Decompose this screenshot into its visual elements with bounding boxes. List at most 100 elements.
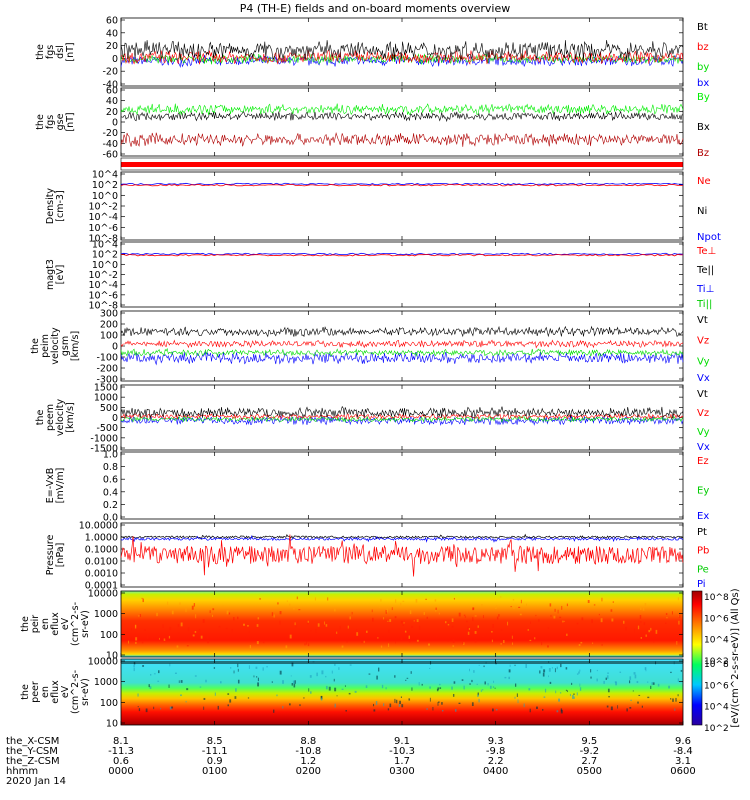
trace-Bz xyxy=(120,132,684,147)
spectrogram-pixel xyxy=(640,606,642,610)
spectrogram-pixel xyxy=(375,700,378,705)
spectrogram-pixel xyxy=(451,625,454,628)
ephemeris-name: the_X-CSM xyxy=(6,736,59,747)
spectrogram-pixel xyxy=(452,645,454,647)
spectrogram-pixel xyxy=(219,681,222,684)
ephemeris-value: -10.8 xyxy=(295,746,321,757)
ephemeris-name: the_Z-CSM xyxy=(6,756,60,767)
spectrogram-pixel xyxy=(523,703,525,708)
spectrogram-pixel xyxy=(271,612,274,616)
spectrogram-pixel xyxy=(463,614,466,616)
legend-fgs_dsl: bx xyxy=(697,78,709,89)
trace-Bx xyxy=(120,110,684,123)
spectrogram-pixel xyxy=(619,671,622,673)
spectrogram-pixel xyxy=(637,625,640,630)
spectrogram-pixel xyxy=(371,609,373,613)
spectrogram-pixel xyxy=(477,625,479,628)
ephemeris-name: the_Y-CSM xyxy=(6,746,58,757)
panel-peer_spectrogram: 10000 1000 100 10 the peer en eflux eV (cm^2-s-sr… xyxy=(20,657,684,730)
spectrogram-pixel xyxy=(451,686,453,690)
spectrogram-pixel xyxy=(186,688,189,691)
y-axis-label-line: the xyxy=(20,616,31,632)
spectrogram-pixel xyxy=(461,679,464,681)
y-tick-label: 10^4 xyxy=(92,240,118,251)
spectrogram-pixel xyxy=(376,675,378,680)
y-tick-label: -300 xyxy=(96,375,118,386)
legend-density: Ni xyxy=(697,206,707,217)
panel-frame xyxy=(120,87,684,157)
y-tick-label: -40 xyxy=(102,80,118,91)
spectrogram-pixel xyxy=(500,629,503,631)
spectrogram-pixel xyxy=(573,693,575,695)
spectrogram-pixel xyxy=(180,680,183,683)
spectrogram-pixel xyxy=(469,668,471,672)
spectrogram-pixel xyxy=(279,670,282,675)
ephemeris-value: -11.3 xyxy=(108,746,134,757)
spectrogram-pixel xyxy=(336,695,338,697)
y-tick-label: -20 xyxy=(102,128,118,139)
spectrogram-pixel xyxy=(406,677,409,679)
spectrogram-pixel xyxy=(381,684,384,689)
spectrogram-pixel xyxy=(218,625,221,628)
spectrogram-pixel xyxy=(339,625,341,630)
spectrogram-pixel xyxy=(356,632,359,636)
spectrogram-pixel xyxy=(178,680,180,683)
spectrogram-pixel xyxy=(214,692,216,696)
panel-peir_spectrogram: 10000 1000 100 10 the peir en eflux eV (cm^2-s-sr… xyxy=(20,589,684,662)
spectrogram-pixel xyxy=(325,624,328,627)
spectrogram-pixel xyxy=(408,635,410,639)
spectrogram-pixel xyxy=(213,667,216,669)
spectrogram-pixel xyxy=(133,667,135,672)
spectrogram-pixel xyxy=(294,680,296,684)
spectrogram-pixel xyxy=(469,683,471,685)
spectrogram-pixel xyxy=(496,605,498,610)
spectrogram-pixel xyxy=(513,607,515,609)
spectrogram-pixel xyxy=(153,706,155,710)
spectrogram-pixel xyxy=(432,706,434,711)
spectrogram-pixel xyxy=(338,667,340,670)
y-tick-label: 40 xyxy=(106,96,118,107)
y-tick-label: 10000 xyxy=(88,657,118,668)
legend-fgs_dsl: Bt xyxy=(697,22,708,33)
spectrogram-pixel xyxy=(148,684,150,688)
y-tick-label: 40 xyxy=(106,28,118,39)
spectrogram-pixel xyxy=(481,604,483,607)
spectrogram-pixel xyxy=(596,669,598,672)
spectrogram-pixel xyxy=(249,645,252,649)
spectrogram-pixel xyxy=(171,610,174,615)
y-tick-label: 10^4 xyxy=(92,170,118,181)
spectrogram-pixel xyxy=(171,706,174,709)
spectrogram-pixel xyxy=(512,642,514,645)
spectrogram-pixel xyxy=(159,637,160,640)
spectrogram-pixel xyxy=(195,614,197,619)
spectrogram-pixel xyxy=(177,623,180,628)
spectrogram-pixel xyxy=(579,669,581,672)
spectrogram-pixel xyxy=(587,599,590,604)
ephemeris-value: 8.8 xyxy=(300,736,316,747)
spectrogram-pixel xyxy=(560,709,563,714)
trace-Vy xyxy=(120,347,684,358)
spectrogram-pixel xyxy=(504,676,507,679)
date-label: 2020 Jan 14 xyxy=(6,776,66,787)
spectrogram-pixel xyxy=(137,705,139,708)
spectrogram-pixel xyxy=(517,699,519,704)
spectrogram-pixel xyxy=(394,616,397,619)
spectrogram-pixel xyxy=(453,597,456,600)
spectrogram-pixel xyxy=(378,667,380,672)
spectrogram-pixel xyxy=(466,620,468,623)
spectrogram-pixel xyxy=(233,670,235,674)
legend-fgs_gse: By xyxy=(697,92,710,103)
legend-pressure: Pe xyxy=(697,564,709,575)
legend-density: Ne xyxy=(697,176,711,187)
spectrogram-pixel xyxy=(351,611,353,615)
spectrogram-pixel xyxy=(652,682,655,685)
colorbar xyxy=(691,590,703,726)
spectrogram-pixel xyxy=(334,663,336,666)
spectrogram-pixel xyxy=(169,626,172,631)
spectrogram-pixel xyxy=(573,696,575,699)
colorbar-tick: 10^2 xyxy=(704,724,729,734)
spectrogram-pixel xyxy=(386,608,388,613)
y-tick-label: -40 xyxy=(102,139,118,150)
spectrogram-pixel xyxy=(247,697,250,699)
